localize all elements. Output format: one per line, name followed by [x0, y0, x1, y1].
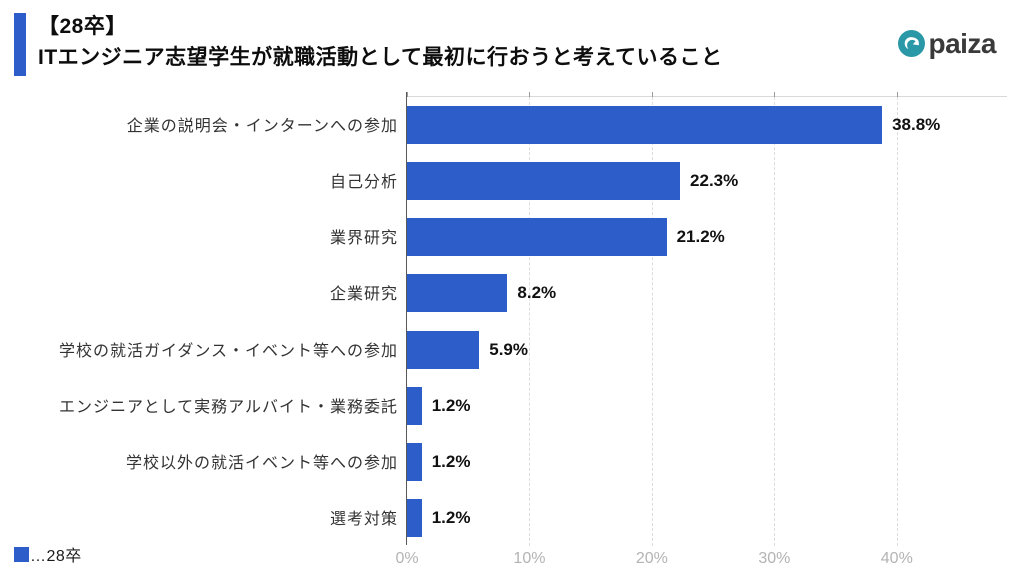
- gridline-10%: [529, 97, 531, 546]
- value-label: 21.2%: [676, 227, 725, 247]
- value-label: 1.2%: [431, 507, 471, 527]
- value-label: 8.2%: [517, 283, 557, 303]
- bar: [407, 274, 508, 313]
- bar: [407, 162, 681, 201]
- legend-label: …28卒: [30, 548, 82, 565]
- category-labels: 企業の説明会・インターンへの参加自己分析業界研究企業研究学校の就活ガイダンス・イ…: [0, 96, 398, 545]
- value-label: 38.8%: [892, 115, 941, 135]
- bar: [407, 330, 480, 369]
- category-label: 企業研究: [329, 286, 398, 304]
- x-tick-label: 20%: [635, 550, 668, 567]
- page-title: 【28卒】 ITエンジニア志望学生が就職活動として最初に行おうと考えていること: [38, 11, 722, 73]
- value-label: 1.2%: [431, 451, 471, 471]
- title-accent-bar: [14, 13, 26, 76]
- plot-area: 0% 10% 20% 30% 40% 38.8% 22.3% 21.2% 8.2% 5.9% 1.2…: [395, 92, 1007, 567]
- category-label: エンジニアとして実務アルバイト・業務委託: [58, 398, 398, 416]
- top-tick: [529, 92, 531, 97]
- x-tick-label: 30%: [758, 550, 791, 567]
- legend: …28卒: [14, 542, 82, 566]
- title-line-1: 【28卒】: [38, 15, 127, 38]
- category-label: 学校の就活ガイダンス・イベント等への参加: [58, 342, 398, 360]
- x-tick-label: 0%: [395, 550, 419, 567]
- top-tick: [407, 92, 408, 97]
- category-label: 選考対策: [329, 510, 398, 528]
- category-label: 学校以外の就活イベント等への参加: [125, 454, 398, 472]
- value-label: 5.9%: [489, 339, 528, 359]
- x-tick-label: 40%: [880, 550, 913, 567]
- category-label: 自己分析: [329, 174, 398, 192]
- bar: [407, 106, 883, 145]
- legend-marker-swatch: [14, 546, 29, 562]
- gridline-40%: [896, 97, 898, 546]
- bar: [407, 442, 422, 481]
- paiza-logo-text: paiza: [928, 28, 996, 59]
- value-label: 22.3%: [690, 171, 739, 191]
- bar: [407, 386, 422, 425]
- top-tick: [896, 92, 898, 97]
- paiza-logo: paiza: [898, 28, 996, 59]
- top-tick: [774, 92, 776, 97]
- gridline-20%: [651, 97, 653, 546]
- title-line-2: ITエンジニア志望学生が就職活動として最初に行おうと考えていること: [38, 46, 723, 69]
- category-label: 企業の説明会・インターンへの参加: [126, 118, 398, 136]
- paiza-logo-icon: [898, 30, 926, 57]
- top-tick: [651, 92, 653, 97]
- gridline-30%: [774, 97, 776, 546]
- category-label: 業界研究: [329, 230, 398, 248]
- x-tick-label: 10%: [513, 550, 546, 567]
- bar: [407, 498, 422, 537]
- y-axis-line: [406, 92, 407, 545]
- value-label: 1.2%: [431, 395, 471, 415]
- bar: [407, 218, 667, 257]
